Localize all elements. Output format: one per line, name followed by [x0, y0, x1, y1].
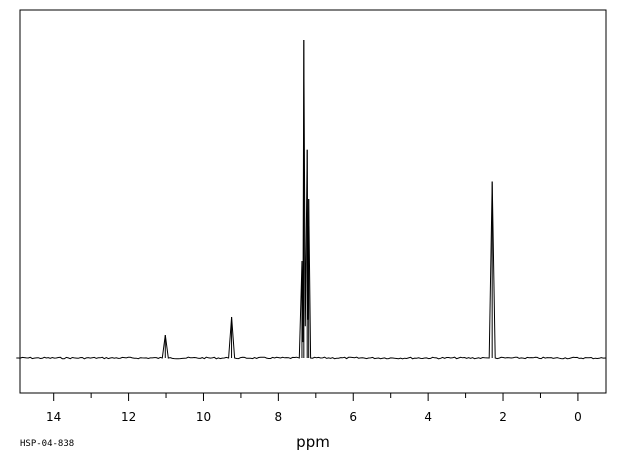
sample-id: HSP-04-838: [20, 439, 74, 449]
x-tick-label: 0: [574, 410, 582, 424]
plot-frame: [19, 9, 607, 394]
x-axis-tick-labels: 14 12 10 8 6 4 2 0: [46, 410, 582, 424]
x-tick-label: 10: [196, 410, 211, 424]
x-axis-label: ppm: [296, 433, 330, 451]
x-axis-ticks: [53, 393, 579, 401]
x-tick-label: 14: [46, 410, 61, 424]
x-tick-label: 12: [121, 410, 136, 424]
x-tick-label: 8: [275, 410, 283, 424]
x-tick-label: 4: [424, 410, 432, 424]
spectrum-trace: [16, 39, 607, 360]
x-tick-label: 2: [499, 410, 507, 424]
x-tick-label: 6: [349, 410, 357, 424]
peak-lines: [164, 40, 493, 358]
